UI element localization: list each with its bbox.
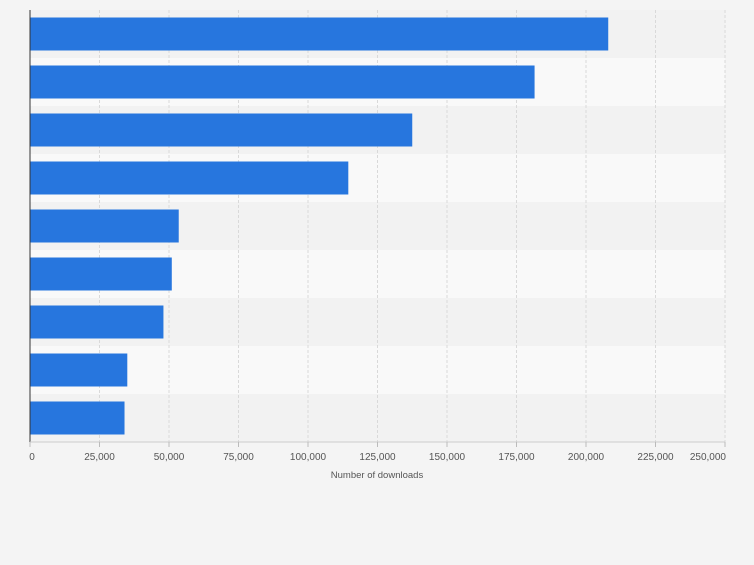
x-tick-labels: 0 25,000 50,000 75,000 100,000 125,000 150,000… [29, 442, 726, 463]
x-tick-label: 225,000 [637, 452, 674, 463]
x-tick-label: 50,000 [154, 452, 185, 463]
x-tick-label: 25,000 [84, 452, 115, 463]
x-tick-label: 150,000 [429, 452, 466, 463]
x-tick-label: 250,000 [690, 452, 727, 463]
x-tick-label: 175,000 [498, 452, 535, 463]
bar [30, 305, 164, 339]
x-tick-label: 200,000 [568, 452, 605, 463]
bar [30, 161, 349, 195]
bar [30, 65, 535, 99]
bar [30, 353, 128, 387]
bar [30, 113, 413, 147]
bar [30, 401, 125, 435]
x-tick-label: 100,000 [290, 452, 327, 463]
bar [30, 17, 609, 51]
x-tick-label: 125,000 [359, 452, 396, 463]
bar [30, 257, 172, 291]
bar [30, 209, 179, 243]
x-tick-label: 75,000 [223, 452, 254, 463]
x-axis-title: Number of downloads [331, 470, 424, 481]
x-tick-label: 0 [29, 452, 35, 463]
bars [30, 17, 609, 435]
